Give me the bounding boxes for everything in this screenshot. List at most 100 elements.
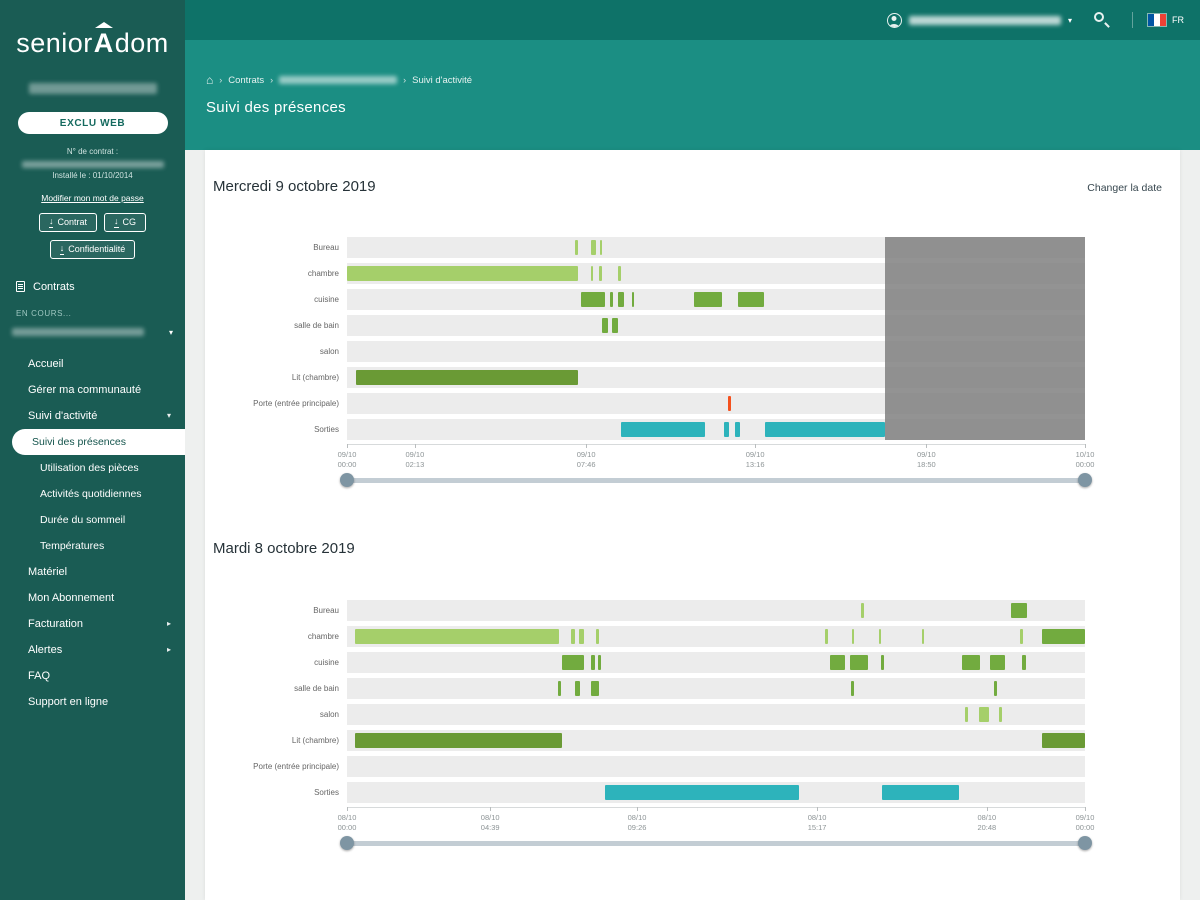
slider-handle-left[interactable]	[340, 836, 354, 850]
sidebar-item-label: Activités quotidiennes	[40, 488, 142, 500]
home-icon[interactable]: ⌂	[206, 74, 213, 86]
activity-bar	[575, 681, 581, 696]
language-label[interactable]: FR	[1172, 15, 1184, 25]
activity-bar	[830, 655, 845, 670]
document-buttons: ↓ Contrat ↓ CG	[0, 213, 185, 232]
row-label: Sorties	[205, 419, 339, 440]
sidebar-item-suivi-d-activite[interactable]: Suivi d'activité▾	[0, 403, 185, 429]
activity-bar	[1011, 603, 1026, 618]
sidebar-item-support-en-ligne[interactable]: Support en ligne	[0, 689, 185, 715]
sidebar-item-temperatures[interactable]: Températures	[0, 533, 185, 559]
slider-handle-right[interactable]	[1078, 473, 1092, 487]
sidebar-item-duree-du-sommeil[interactable]: Durée du sommeil	[0, 507, 185, 533]
activity-bar	[558, 681, 561, 696]
activity-bar	[579, 629, 584, 644]
activity-bar	[882, 785, 959, 800]
timeline-chart-wednesday: Bureauchambrecuisinesalle de bainsalonLi…	[205, 237, 1185, 507]
download-icon: ↓	[60, 244, 65, 255]
sidebar-item-label: FAQ	[28, 670, 50, 682]
brand-house-a-icon: A	[94, 28, 114, 58]
activity-bar	[881, 655, 884, 670]
contrat-button-label: Contrat	[57, 217, 87, 227]
en-cours-label: EN COURS...	[16, 309, 185, 318]
sidebar-item-mon-abonnement[interactable]: Mon Abonnement	[0, 585, 185, 611]
axis-tick	[987, 807, 988, 811]
sidebar-item-label: Températures	[40, 540, 104, 552]
sidebar-menu: AccueilGérer ma communautéSuivi d'activi…	[0, 351, 185, 715]
axis-tick	[637, 807, 638, 811]
axis-tick-label: 08/1020:48	[977, 813, 996, 833]
row-band	[347, 678, 1085, 699]
activity-bar	[355, 629, 559, 644]
user-avatar-icon	[887, 13, 902, 28]
slider-handle-left[interactable]	[340, 473, 354, 487]
activity-bar	[618, 266, 620, 281]
row-label: Bureau	[205, 600, 339, 621]
axis-tick-label: 10/1000:00	[1076, 450, 1095, 470]
activity-bar	[618, 292, 624, 307]
sidebar-item-activites-quotidiennes[interactable]: Activités quotidiennes	[0, 481, 185, 507]
installed-date: Installé le : 01/10/2014	[0, 170, 185, 183]
slider-track[interactable]	[347, 841, 1085, 846]
chevron-right-icon: ▸	[167, 619, 171, 628]
sidebar-item-faq[interactable]: FAQ	[0, 663, 185, 689]
row-label: salle de bain	[205, 678, 339, 699]
french-flag-icon[interactable]	[1147, 13, 1167, 27]
search-icon	[1094, 12, 1104, 22]
x-axis-line	[347, 444, 1085, 445]
breadcrumb-contrats[interactable]: Contrats	[228, 75, 264, 86]
sidebar: seniorAdom EXCLU WEB N° de contrat : Ins…	[0, 0, 185, 900]
sidebar-item-accueil[interactable]: Accueil	[0, 351, 185, 377]
confidentialite-download-button[interactable]: ↓ Confidentialité	[50, 240, 136, 259]
row-band	[347, 756, 1085, 777]
activity-bar	[1042, 629, 1085, 644]
timeline-chart-tuesday: Bureauchambrecuisinesalle de bainsalonLi…	[205, 600, 1185, 870]
sidebar-item-suivi-des-presences[interactable]: Suivi des présences	[12, 429, 185, 455]
change-password-link[interactable]: Modifier mon mot de passe	[0, 193, 185, 203]
slider-handle-right[interactable]	[1078, 836, 1092, 850]
sidebar-item-facturation[interactable]: Facturation ▸	[0, 611, 185, 637]
sidebar-item-materiel[interactable]: Matériel	[0, 559, 185, 585]
row-label: cuisine	[205, 289, 339, 310]
sidebar-item-label: Durée du sommeil	[40, 514, 125, 526]
chevron-right-icon: ▸	[167, 645, 171, 654]
cg-download-button[interactable]: ↓ CG	[104, 213, 146, 232]
redacted-breadcrumb-contract[interactable]	[279, 76, 397, 84]
contract-selector[interactable]: ▾	[12, 328, 173, 337]
time-range-slider	[347, 836, 1085, 850]
exclu-web-button[interactable]: EXCLU WEB	[18, 112, 168, 134]
activity-bar	[591, 240, 596, 255]
sidebar-item-label: Facturation	[28, 618, 83, 630]
axis-tick-label: 09/1002:13	[406, 450, 425, 470]
contrat-download-button[interactable]: ↓ Contrat	[39, 213, 97, 232]
slider-track[interactable]	[347, 478, 1085, 483]
row-label: Porte (entrée principale)	[205, 756, 339, 777]
activity-bar	[599, 266, 601, 281]
sidebar-item-alertes[interactable]: Alertes▸	[0, 637, 185, 663]
chevron-down-icon: ▾	[1068, 16, 1072, 25]
redacted-contract-number	[22, 161, 164, 168]
breadcrumb-suivi-activite[interactable]: Suivi d'activité	[412, 75, 472, 86]
axis-tick-label: 08/1009:26	[628, 813, 647, 833]
sidebar-item-utilisation-des-pieces[interactable]: Utilisation des pièces	[0, 455, 185, 481]
confidentiality-row: ↓ Confidentialité	[0, 240, 185, 259]
user-account-menu[interactable]: ▾	[887, 13, 1072, 28]
sidebar-item-contrats[interactable]: Contrats	[16, 281, 185, 293]
confidentialite-button-label: Confidentialité	[68, 244, 125, 254]
breadcrumb-separator: ›	[270, 75, 273, 85]
change-date-link[interactable]: Changer la date	[1087, 182, 1162, 194]
redacted-contract-name	[12, 328, 144, 336]
download-icon: ↓	[49, 217, 54, 228]
sidebar-item-gerer-ma-communaute[interactable]: Gérer ma communauté	[0, 377, 185, 403]
activity-bar	[851, 681, 854, 696]
activity-bar	[605, 785, 799, 800]
activity-bar	[694, 292, 722, 307]
sidebar-item-label: Matériel	[28, 566, 67, 578]
activity-bar	[852, 629, 854, 644]
activity-bar	[602, 318, 608, 333]
axis-tick-label: 09/1000:00	[1076, 813, 1095, 833]
chevron-down-icon: ▾	[169, 328, 173, 337]
activity-bar	[979, 707, 989, 722]
search-button[interactable]	[1094, 12, 1110, 28]
time-range-slider	[347, 473, 1085, 487]
